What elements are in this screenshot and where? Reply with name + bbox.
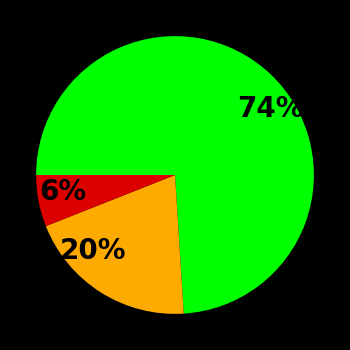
- Wedge shape: [46, 175, 184, 314]
- Text: 74%: 74%: [237, 95, 303, 123]
- Text: 6%: 6%: [39, 178, 86, 206]
- Text: 20%: 20%: [60, 237, 127, 265]
- Wedge shape: [36, 175, 175, 226]
- Wedge shape: [36, 36, 314, 314]
